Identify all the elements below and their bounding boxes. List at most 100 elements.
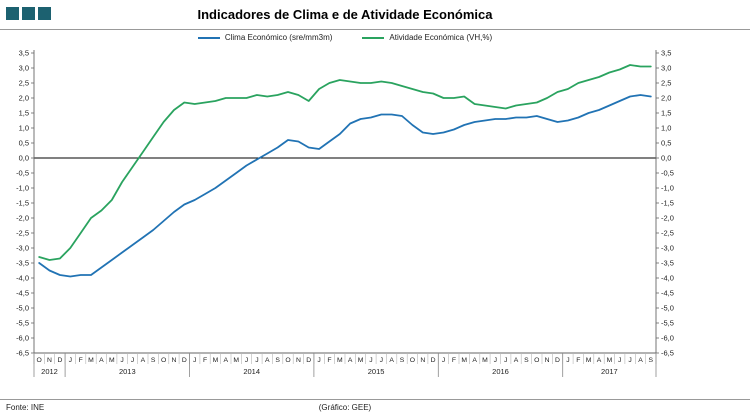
x-tick-label: A: [514, 357, 519, 364]
x-tick-label: M: [233, 357, 239, 364]
footer-divider: [0, 399, 750, 400]
year-label: 2013: [119, 367, 136, 376]
year-label: 2015: [368, 367, 385, 376]
x-tick-label: M: [607, 357, 613, 364]
x-tick-label: D: [57, 357, 62, 364]
y-tick-label: -1,0: [16, 184, 29, 193]
x-tick-label: F: [576, 357, 580, 364]
y-tick-label-right: 1,5: [661, 109, 671, 118]
year-label: 2012: [41, 367, 58, 376]
x-tick-label: J: [120, 357, 123, 364]
y-tick-label-right: -1,0: [661, 184, 674, 193]
x-tick-label: N: [172, 357, 177, 364]
y-tick-label: -1,5: [16, 199, 29, 208]
y-tick-label-right: 1,0: [661, 124, 671, 133]
x-tick-label: M: [337, 357, 343, 364]
legend-label-clima: Clima Económico (sre/mm3m): [224, 33, 333, 42]
y-tick-label-right: 3,0: [661, 64, 671, 73]
x-tick-label: O: [285, 357, 290, 364]
x-tick-label: J: [193, 357, 196, 364]
x-tick-label: J: [245, 357, 248, 364]
y-tick-label-right: -6,0: [661, 334, 674, 343]
y-tick-label: -0,5: [16, 169, 29, 178]
x-tick-label: O: [410, 357, 415, 364]
x-tick-label: A: [265, 357, 270, 364]
x-tick-label: J: [628, 357, 631, 364]
x-tick-label: M: [88, 357, 94, 364]
y-tick-label: 3,0: [19, 64, 29, 73]
x-tick-label: S: [400, 357, 405, 364]
y-tick-label: -3,0: [16, 244, 29, 253]
y-tick-label-right: 2,5: [661, 79, 671, 88]
y-tick-label-right: 2,0: [661, 94, 671, 103]
logo-square-icon: [6, 7, 19, 20]
x-tick-label: A: [99, 357, 104, 364]
series-line-0: [38, 94, 652, 278]
x-tick-label: D: [182, 357, 187, 364]
y-tick-label-right: -4,5: [661, 289, 674, 298]
x-tick-label: D: [555, 357, 560, 364]
x-tick-label: N: [545, 357, 550, 364]
y-tick-label: 0,5: [19, 139, 29, 148]
x-tick-label: M: [461, 357, 467, 364]
x-tick-label: S: [151, 357, 156, 364]
y-tick-label: -5,0: [16, 304, 29, 313]
chart-svg: 3,5 3,5 3,0 3,0 2,5 2,5 2,0 2,0 1,5 1,5 1,0 1,0 0,5 0…: [16, 49, 674, 377]
y-tick-label: -6,0: [16, 334, 29, 343]
x-tick-label: S: [649, 357, 654, 364]
x-tick-label: A: [141, 357, 146, 364]
y-tick-label: -6,5: [16, 349, 29, 358]
y-tick-label-right: -2,5: [661, 229, 674, 238]
x-tick-label: O: [161, 357, 166, 364]
legend-label-atividade: Atividade Económica (VH,%): [389, 33, 493, 42]
legend-item-atividade: Atividade Económica (VH,%): [362, 33, 492, 42]
y-tick-label-right: -0,5: [661, 169, 674, 178]
x-tick-label: A: [472, 357, 477, 364]
x-tick-label: J: [442, 357, 445, 364]
chart-legend: Clima Económico (sre/mm3m) Atividade Eco…: [0, 33, 690, 42]
x-tick-label: M: [358, 357, 364, 364]
y-tick-label: 1,0: [19, 124, 29, 133]
x-tick-label: A: [597, 357, 602, 364]
y-tick-label: -5,5: [16, 319, 29, 328]
y-tick-label-right: -5,5: [661, 319, 674, 328]
y-tick-label: -4,0: [16, 274, 29, 283]
header-divider: [0, 29, 750, 30]
x-tick-label: F: [327, 357, 331, 364]
x-tick-label: F: [79, 357, 83, 364]
y-tick-label-right: -5,0: [661, 304, 674, 313]
credit-note: (Gráfico: GEE): [318, 403, 372, 412]
x-tick-label: M: [109, 357, 115, 364]
x-tick-label: A: [348, 357, 353, 364]
x-tick-label: N: [420, 357, 425, 364]
y-tick-label: 1,5: [19, 109, 29, 118]
x-tick-label: J: [369, 357, 372, 364]
x-tick-label: J: [380, 357, 383, 364]
year-label: 2016: [492, 367, 509, 376]
y-tick-label-right: -1,5: [661, 199, 674, 208]
y-tick-label-right: 0,0: [661, 154, 671, 163]
x-tick-label: F: [203, 357, 207, 364]
clima-line-swatch: [197, 36, 220, 39]
atividade-line-swatch: [362, 36, 385, 39]
y-tick-label-right: -2,0: [661, 214, 674, 223]
x-tick-label: J: [69, 357, 72, 364]
y-tick-label: 2,0: [19, 94, 29, 103]
x-tick-label: J: [494, 357, 497, 364]
chart-area: 3,5 3,5 3,0 3,0 2,5 2,5 2,0 2,0 1,5 1,5 1,0 1,0 0,5 0…: [2, 46, 692, 403]
y-tick-label-right: 3,5: [661, 49, 671, 58]
y-tick-label: 2,5: [19, 79, 29, 88]
legend-item-clima: Clima Económico (sre/mm3m): [197, 33, 333, 42]
x-tick-label: J: [618, 357, 621, 364]
y-tick-label-right: -4,0: [661, 274, 674, 283]
x-tick-label: A: [389, 357, 394, 364]
x-tick-label: N: [47, 357, 52, 364]
x-tick-label: A: [638, 357, 643, 364]
x-tick-label: J: [255, 357, 258, 364]
x-tick-label: M: [213, 357, 219, 364]
y-tick-label: -2,5: [16, 229, 29, 238]
x-tick-label: S: [524, 357, 529, 364]
x-tick-label: J: [131, 357, 134, 364]
x-tick-label: A: [224, 357, 229, 364]
